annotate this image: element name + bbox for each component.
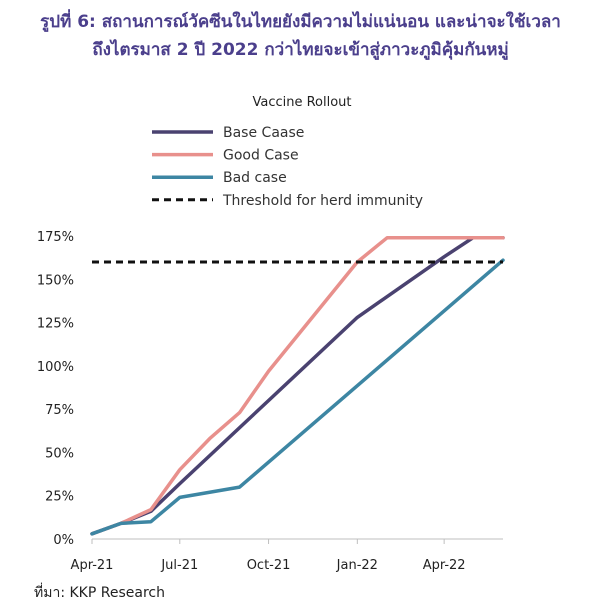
y-tick-label: 0% [53,533,74,548]
x-tick-label: Jan-22 [336,558,378,573]
y-tick-label: 150% [37,273,74,288]
figure-title-line-2: ถึงไตรมาส 2 ปี 2022 กว่าไทยจะเข้าสู่ภาวะ… [92,40,509,60]
source-note: ที่มา: KKP Research [34,585,165,601]
x-tick-label: Apr-22 [423,558,466,573]
x-tick-label: Apr-21 [71,558,114,573]
y-tick-label: 125% [37,317,74,332]
series-line-base-caase [90,235,505,536]
series-line-good-case [90,235,505,536]
y-axis: 0% 25% 50% 75% 100% 125% 150% 175% [37,230,74,548]
x-tick-label: Jul-21 [160,558,198,573]
y-tick-label: 50% [45,446,74,461]
y-tick-label: 175% [37,230,74,245]
legend-label: Threshold for herd immunity [222,193,423,209]
series-layer [90,235,505,536]
x-axis: Apr-21 Jul-21 Oct-21 Jan-22 Apr-22 [71,538,503,573]
legend: Base Caase Good Case Bad case Threshold for… [152,125,423,209]
chart-title: Vaccine Rollout [252,95,351,110]
y-tick-label: 25% [45,490,74,505]
series-line-bad-case [90,258,505,536]
figure-title-line-1: รูปที่ 6: สถานการณ์วัคซีนในไทยยังมีความไ… [40,12,561,32]
x-tick-label: Oct-21 [247,558,291,573]
y-tick-label: 100% [37,360,74,375]
legend-label: Bad case [223,170,287,186]
legend-label: Good Case [223,148,299,164]
legend-label: Base Caase [223,125,304,141]
y-tick-label: 75% [45,403,74,418]
